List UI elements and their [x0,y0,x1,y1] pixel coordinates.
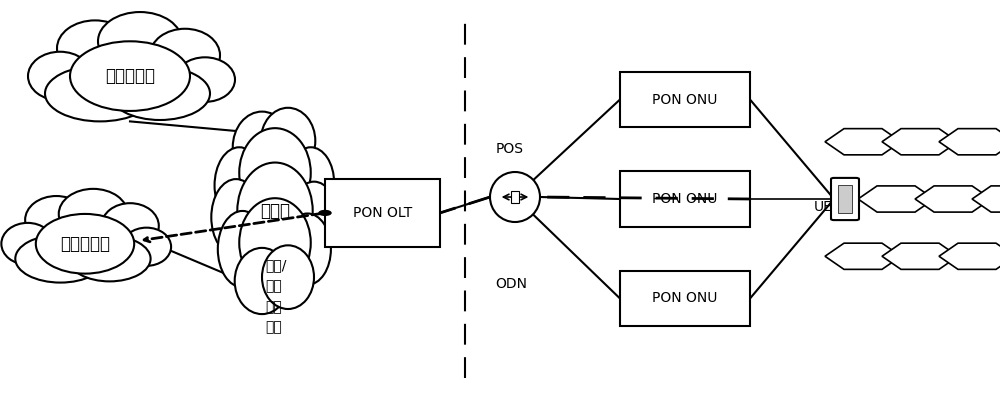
Text: PON ONU: PON ONU [652,192,718,206]
FancyBboxPatch shape [620,171,750,227]
Ellipse shape [15,235,106,283]
Ellipse shape [284,213,331,285]
Ellipse shape [262,245,314,309]
Text: POS: POS [496,142,524,156]
Ellipse shape [237,162,313,259]
Ellipse shape [287,147,334,219]
Ellipse shape [211,179,261,256]
Ellipse shape [57,20,133,76]
FancyBboxPatch shape [325,179,440,247]
Circle shape [319,211,331,215]
Ellipse shape [59,189,128,239]
FancyBboxPatch shape [511,191,519,203]
Ellipse shape [101,203,159,248]
Ellipse shape [45,66,155,121]
Ellipse shape [25,196,87,244]
Ellipse shape [1,223,54,265]
Text: 承载网: 承载网 [260,202,290,220]
Text: PON ONU: PON ONU [652,291,718,306]
Text: 固定核心网: 固定核心网 [105,67,155,85]
Ellipse shape [28,52,92,100]
Ellipse shape [490,172,540,222]
Ellipse shape [175,57,235,102]
Text: 移动核心网: 移动核心网 [60,235,110,253]
Ellipse shape [233,111,291,183]
Text: UE: UE [814,200,833,214]
Ellipse shape [291,181,337,253]
Ellipse shape [98,12,182,70]
Ellipse shape [36,214,134,274]
FancyBboxPatch shape [620,72,750,127]
FancyBboxPatch shape [831,178,859,220]
Ellipse shape [70,41,190,111]
Text: PON ONU: PON ONU [652,92,718,107]
Text: ODN: ODN [495,277,527,291]
Ellipse shape [69,236,151,281]
Ellipse shape [239,198,311,287]
Ellipse shape [235,248,289,314]
Ellipse shape [215,147,264,224]
Ellipse shape [261,108,315,174]
Ellipse shape [122,228,171,266]
Ellipse shape [218,211,267,287]
FancyBboxPatch shape [620,271,750,326]
FancyBboxPatch shape [838,185,852,213]
Ellipse shape [150,29,220,82]
Text: 切换/
重选
信令
交互: 切换/ 重选 信令 交互 [265,259,286,334]
Text: PON OLT: PON OLT [353,206,412,220]
Ellipse shape [239,128,311,217]
Ellipse shape [110,67,210,120]
